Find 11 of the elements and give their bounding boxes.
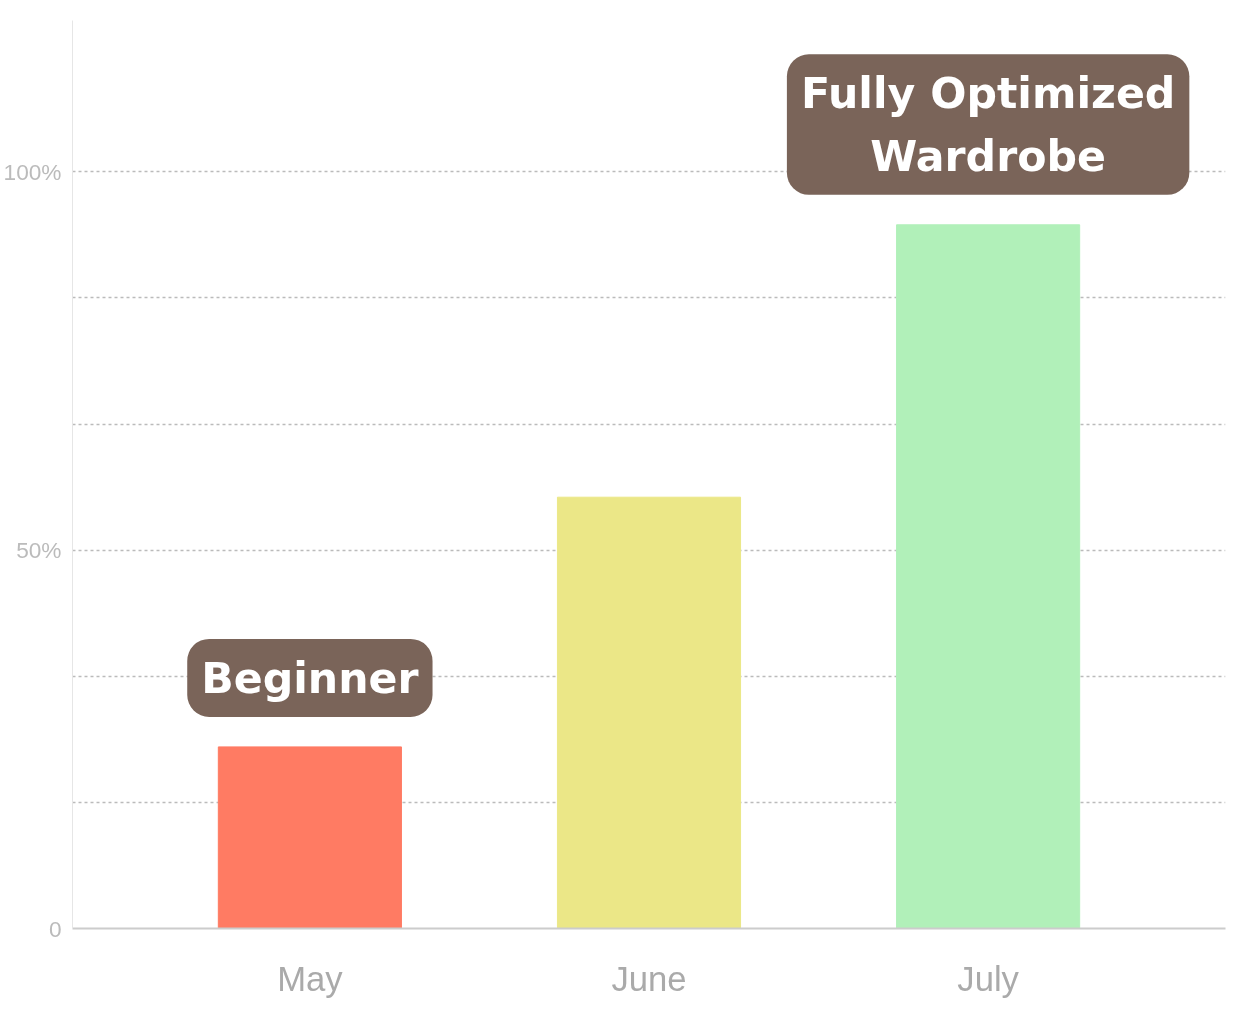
x-tick-label: May	[277, 959, 344, 998]
y-tick-label: 0	[48, 915, 62, 942]
x-tick-label: June	[611, 959, 687, 998]
y-tick-label: 100%	[3, 158, 62, 185]
y-tick-label: 50%	[16, 537, 62, 564]
annotation: Fully Optimized Wardrobe	[800, 68, 1176, 181]
bar	[556, 496, 742, 929]
bar	[896, 224, 1081, 929]
bar	[217, 746, 402, 929]
annotation: Beginner	[201, 652, 419, 703]
x-tick-label: July	[957, 959, 1020, 998]
